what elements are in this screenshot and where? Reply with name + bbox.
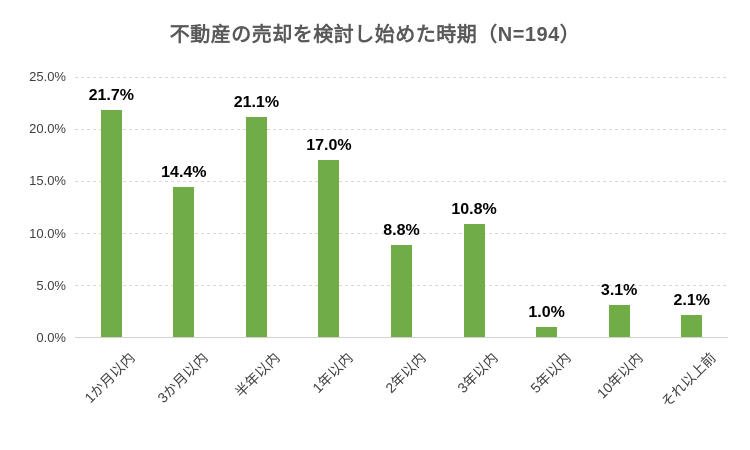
y-axis-tick: 15.0% — [29, 173, 66, 189]
bar-value-label: 10.8% — [451, 201, 497, 219]
bar-value-label: 21.7% — [88, 87, 134, 105]
plot-area: 21.7% 14.4% 21.1% 17.0% 8.8% 10.8% 1.0% 3.1% 2.1… — [75, 76, 728, 338]
bar-value-label: 3.1% — [600, 281, 638, 299]
bar-value-label: 17.0% — [306, 136, 352, 154]
bar-半年以内 — [245, 116, 267, 337]
gridline-10.0% — [75, 233, 728, 235]
y-axis-tick: 20.0% — [29, 121, 66, 137]
gridline-25.0% — [75, 76, 728, 78]
bar-1年以内 — [318, 159, 340, 337]
bar-value-label: 2.1% — [673, 292, 710, 310]
chart-title: 不動産の売却を検討し始めた時期（N=194） — [169, 24, 581, 46]
y-axis-tick: 10.0% — [29, 225, 66, 241]
gridline-20.0% — [75, 128, 728, 130]
bar-value-label: 1.0% — [528, 303, 565, 321]
bar-10年以内 — [608, 304, 630, 337]
bar-3年以内 — [463, 224, 485, 337]
bar-value-label: 21.1% — [233, 93, 280, 111]
bar-value-label: 8.8% — [383, 222, 420, 240]
y-axis-tick: 5.0% — [36, 277, 66, 293]
bar-value-label: 14.4% — [161, 163, 207, 181]
bar-3か月以内 — [173, 186, 195, 337]
y-axis-tick: 25.0% — [29, 69, 66, 84]
bar-それ以上前 — [681, 315, 703, 337]
y-axis-tick: 0.0% — [36, 330, 66, 345]
bar-2年以内 — [391, 245, 412, 337]
bar-1か月以内 — [100, 110, 122, 337]
gridline-15.0% — [75, 180, 728, 182]
bar-5年以内 — [536, 326, 558, 337]
